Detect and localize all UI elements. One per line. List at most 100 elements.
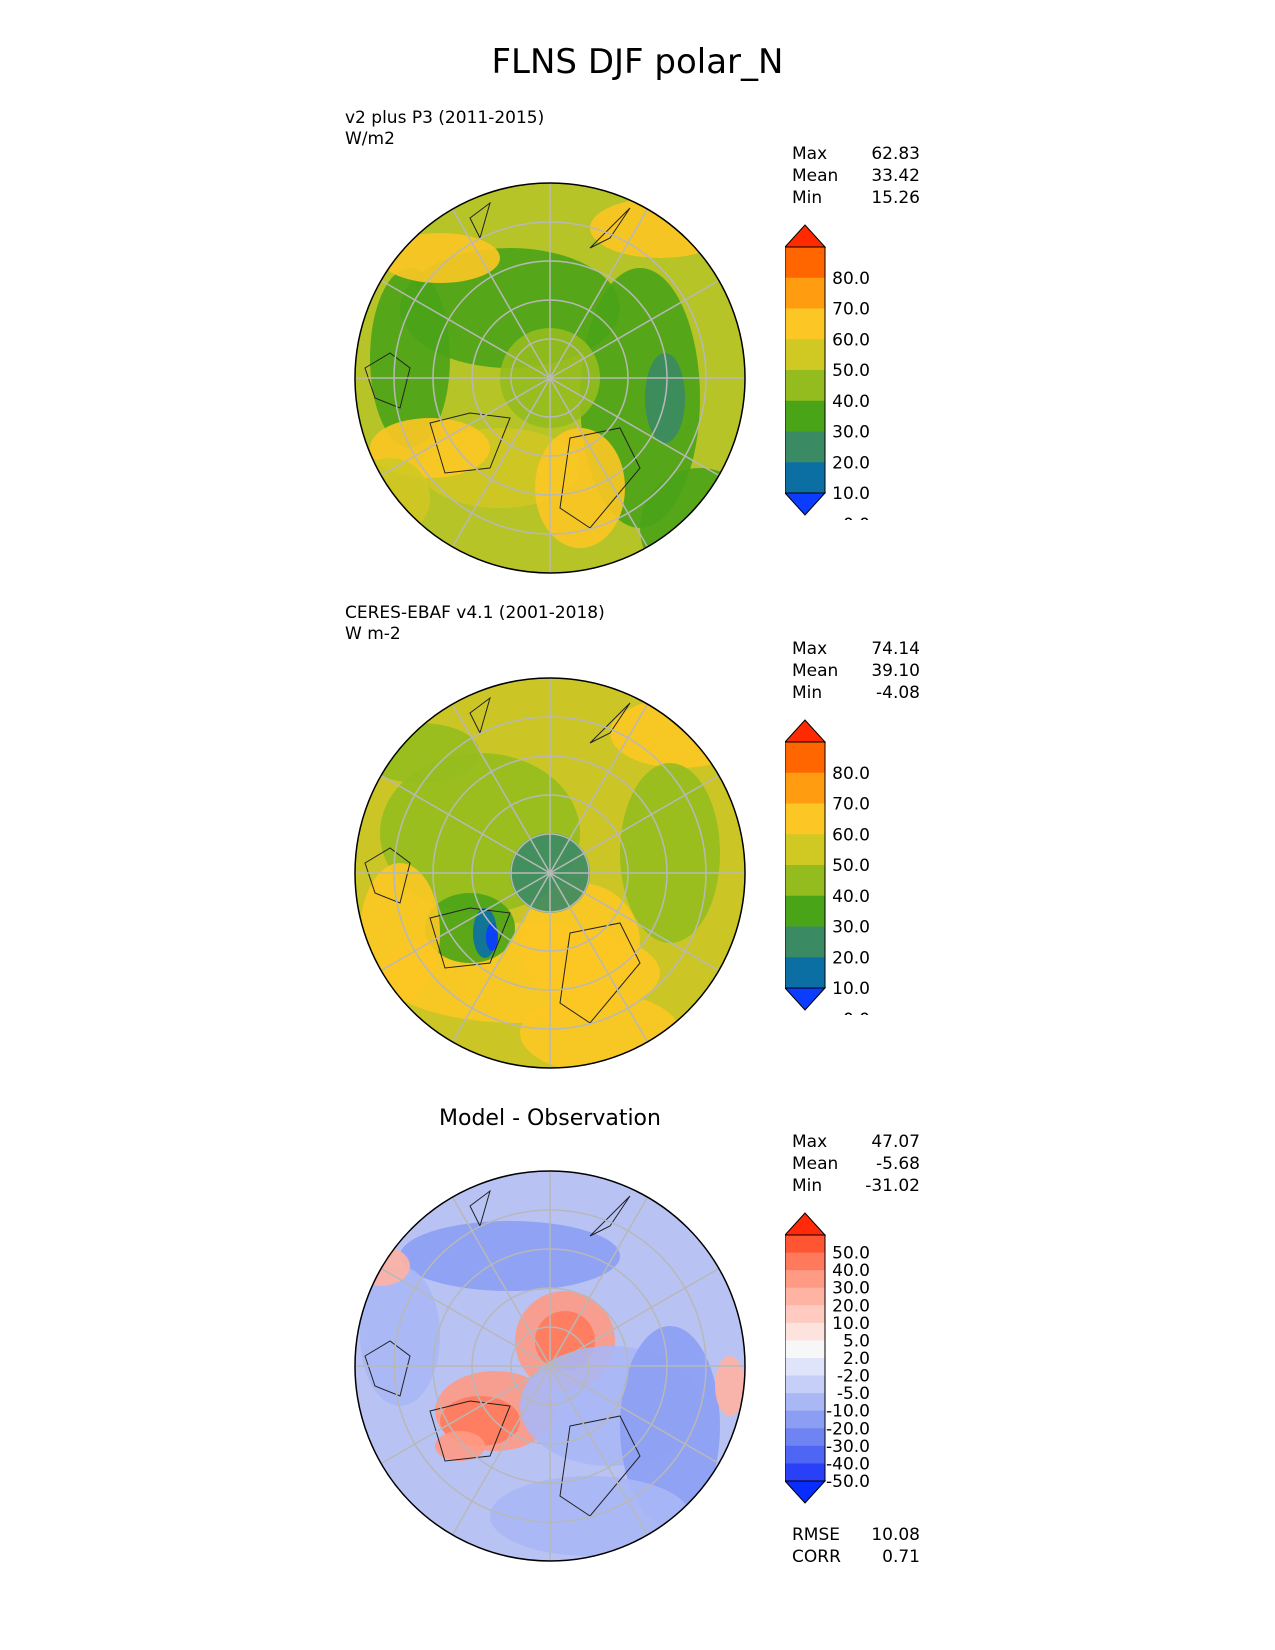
colorbar-tick-label: 60.0: [832, 330, 870, 350]
colorbar-tick-label: 10.0: [832, 979, 870, 999]
map-boundary: [354, 182, 746, 574]
colorbar-extend-top: [785, 1212, 827, 1236]
polar-map: [354, 1170, 746, 1562]
colorbar-tick-label: -50.0: [826, 1472, 870, 1492]
stat-corr: CORR 0.71: [792, 1547, 920, 1567]
longitude-gridline: [451, 872, 551, 1043]
colorbar-segment: [785, 1235, 825, 1254]
dataset-name: CERES-EBAF v4.1 (2001-2018): [345, 603, 605, 623]
coastline: [364, 847, 411, 904]
field-region: [435, 1431, 485, 1461]
colorbar-segment: [785, 1393, 825, 1412]
field-region: [535, 428, 625, 548]
longitude-gridline: [380, 1267, 551, 1367]
colorbar-tick-label: 50.0: [832, 856, 870, 876]
colorbar-extend-bottom: [785, 492, 827, 516]
colorbar-segment: [785, 370, 825, 402]
longitude-gridline: [380, 1365, 551, 1465]
longitude-gridline: [549, 1267, 720, 1367]
colorbar-tick-label: 5.0: [843, 1331, 870, 1351]
colorbar-tick-label: 50.0: [832, 361, 870, 381]
colorbar-segment: [785, 834, 825, 866]
coastline: [559, 1415, 641, 1517]
coastline: [559, 427, 641, 529]
longitude-gridline: [549, 1365, 720, 1465]
longitude-gridline: [549, 208, 649, 379]
colorbar-tick-label: 20.0: [832, 453, 870, 473]
colorbar-segment: [785, 1445, 825, 1464]
field-region: [620, 763, 720, 943]
stat-mean: Mean 39.10: [792, 661, 920, 681]
map-field: [355, 1171, 745, 1561]
coastline: [589, 207, 631, 249]
colorbar-tick-label: 10.0: [832, 484, 870, 504]
field-region: [640, 468, 745, 573]
colorbar-tick-label: -5.0: [837, 1384, 870, 1404]
stat-min: Min -31.02: [792, 1176, 920, 1196]
map-boundary: [354, 1170, 746, 1562]
colorbar-segment: [785, 462, 825, 494]
stat-min: Min 15.26: [792, 188, 920, 208]
longitude-gridline: [549, 774, 720, 874]
colorbar-tick-label: 30.0: [832, 423, 870, 443]
colorbar-segment: [785, 1322, 825, 1341]
colorbar-tick-label: 10.0: [832, 1314, 870, 1334]
colorbar-segment: [785, 803, 825, 835]
panel-label: v2 plus P3 (2011-2015) W/m2: [345, 108, 544, 150]
colorbar-tick-label: 40.0: [832, 1261, 870, 1281]
stat-max: Max 62.83: [792, 144, 920, 164]
stat-max: Max 74.14: [792, 639, 920, 659]
field-region: [590, 198, 730, 258]
colorbar-segment: [785, 1375, 825, 1394]
longitude-gridline: [549, 279, 720, 379]
colorbar-frame: [785, 246, 826, 494]
coastline: [429, 412, 511, 474]
colorbar-segment: [785, 247, 825, 279]
colorbar-segment: [785, 339, 825, 371]
colorbar-segment: [785, 865, 825, 897]
field-region: [380, 233, 500, 283]
longitude-gridline: [549, 1196, 649, 1367]
dataset-name: v2 plus P3 (2011-2015): [345, 108, 545, 128]
colorbar-tick-label: 80.0: [832, 764, 870, 784]
stats-box: Max 74.14 Mean 39.10 Min -4.08: [792, 638, 920, 704]
map-field: [355, 183, 745, 573]
figure-title: FLNS DJF polar_N: [491, 42, 784, 82]
colorbar-tick-label: 0.0: [843, 1010, 870, 1015]
stats-box: Max 62.83 Mean 33.42 Min 15.26: [792, 143, 920, 209]
field-region: [486, 923, 498, 951]
stat-rmse: RMSE 10.08: [792, 1525, 920, 1545]
coastline: [559, 922, 641, 1024]
colorbar-segment: [785, 772, 825, 804]
longitude-gridline: [380, 377, 551, 477]
polar-map: [354, 182, 746, 574]
longitude-gridline: [380, 774, 551, 874]
colorbar-tick-label: -10.0: [826, 1402, 870, 1422]
colorbar-segment: [785, 1287, 825, 1306]
longitude-gridline: [451, 1365, 551, 1536]
coastline: [469, 696, 491, 735]
coastline: [589, 702, 631, 744]
colorbar-tick-label: 70.0: [832, 300, 870, 320]
colorbar-segment: [785, 1410, 825, 1429]
stat-mean: Mean -5.68: [792, 1154, 920, 1174]
coastline: [429, 1400, 511, 1462]
colorbar-segment: [785, 1270, 825, 1289]
colorbar-tick-label: 20.0: [832, 1296, 870, 1316]
stats-box: Max 47.07 Mean -5.68 Min -31.02: [792, 1131, 920, 1197]
colorbar-segment: [785, 1358, 825, 1377]
colorbar-segment: [785, 308, 825, 340]
coastline: [364, 352, 411, 409]
colorbar-segment: [785, 277, 825, 309]
colorbar: 80.0 70.0 60.0 50.0 40.0 30.0 20.0 10.0 0.0: [785, 224, 870, 520]
longitude-gridline: [549, 377, 720, 477]
longitude-gridline: [549, 872, 720, 972]
colorbar-tick-label: 2.0: [843, 1349, 870, 1369]
panel-difference: Model - Observation Max 47.07 Mean -5.68 M…: [0, 1096, 1275, 1586]
map-boundary: [354, 677, 746, 1069]
coastline: [364, 1340, 411, 1397]
colorbar-frame: [785, 1234, 826, 1482]
colorbar: 80.0 70.0 60.0 50.0 40.0 30.0 20.0 10.0 0.0: [785, 719, 870, 1015]
panel-label: CERES-EBAF v4.1 (2001-2018) W m-2: [345, 603, 605, 645]
coastline: [469, 1189, 491, 1228]
